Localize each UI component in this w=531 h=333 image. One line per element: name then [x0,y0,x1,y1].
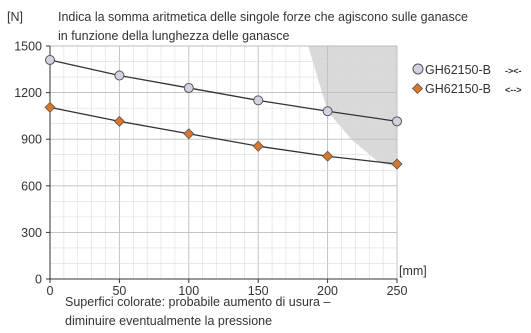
x-tick-label: 200 [317,284,338,298]
legend-symbol-series-1: -><- [505,66,522,76]
y-tick-label: 300 [21,226,42,240]
note-line-2: diminuire eventualmente la pressione [65,314,272,328]
data-point-circle [322,106,333,117]
wear-shaded-region [308,46,397,168]
x-tick-label: 150 [248,284,269,298]
data-point-diamond [44,101,56,113]
y-axis-label: [N] [7,10,23,24]
legend: GH62150-B -><- GH62150-B <--> [411,63,522,96]
data-point-diamond [113,115,125,127]
data-point-circle [183,82,194,93]
data-point-circle [253,95,264,106]
x-tick-label: 250 [387,284,408,298]
y-tick-label: 900 [21,133,42,147]
note-line-1: Superfici colorate: probabile aumento di… [65,295,330,309]
x-tick-label: 0 [47,284,54,298]
y-tick-label: 600 [21,179,42,193]
data-point-diamond [183,128,195,140]
x-tick-label: 100 [178,284,199,298]
y-tick-label: 1200 [14,86,42,100]
x-tick-label: 50 [112,284,126,298]
x-axis-label: [mm] [399,264,427,278]
y-tick-label: 1500 [14,40,42,54]
series-line-1 [49,59,398,122]
legend-marker-circle [412,63,424,75]
data-point-diamond [391,158,403,170]
series-line-2 [49,106,398,165]
chart-title-line-1: Indica la somma aritmetica delle singole… [58,10,468,24]
y-tick-label: 0 [35,273,42,287]
data-point-circle [392,116,402,127]
legend-label-series-2: GH62150-B [425,82,491,96]
data-point-diamond [322,150,334,162]
legend-label-series-1: GH62150-B [425,63,491,77]
data-point-diamond [252,140,264,152]
data-point-circle [114,70,125,81]
chart-title-line-2: in funzione della lunghezza delle ganasc… [58,29,289,43]
legend-symbol-series-2: <--> [505,85,522,95]
data-point-circle [45,54,55,65]
legend-marker-diamond [411,82,424,95]
